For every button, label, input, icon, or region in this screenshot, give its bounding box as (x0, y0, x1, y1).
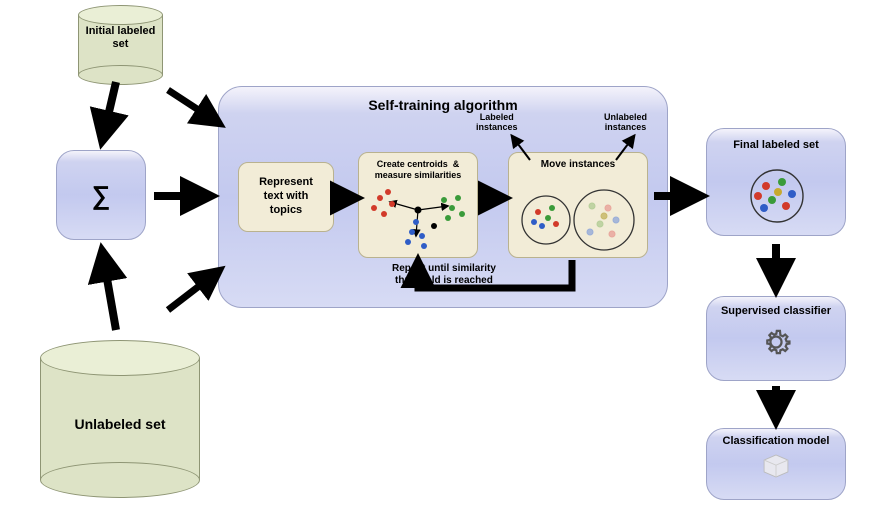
a-unlabeled-to-container (168, 270, 220, 310)
a-unlabeled-callout (616, 136, 634, 160)
a-move-to-centroids-loop (418, 260, 572, 288)
diagram-stage: Initial labeled set Unlabeled set ∑ Self… (0, 0, 872, 509)
a-initial-to-sigma (102, 82, 116, 142)
a-initial-to-container (168, 90, 220, 124)
a-labeled-callout (512, 136, 530, 160)
arrows-overlay (0, 0, 872, 509)
a-unlabeled-to-sigma (102, 250, 116, 330)
